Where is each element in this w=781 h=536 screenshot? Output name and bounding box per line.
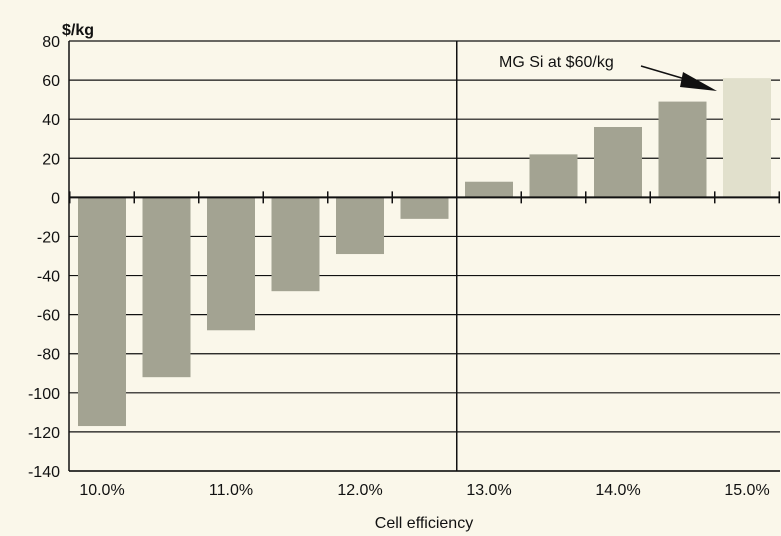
- y-tick-label: -60: [37, 308, 60, 325]
- bar: [594, 127, 642, 198]
- bar: [723, 78, 771, 198]
- annotation-arrow-head: [680, 72, 717, 91]
- annotation: MG Si at $60/kg: [499, 54, 717, 91]
- y-axis-label: $/kg: [62, 22, 94, 39]
- y-tick-label: 0: [51, 190, 60, 207]
- x-tick-label: 15.0%: [724, 482, 769, 499]
- x-tick-label: 13.0%: [466, 482, 511, 499]
- y-tick-label: -20: [37, 229, 60, 246]
- bar: [78, 197, 126, 427]
- y-tick-label: -140: [28, 464, 60, 481]
- bar: [465, 181, 513, 198]
- bar: [658, 101, 707, 198]
- x-tick-labels: 10.0% 11.0% 12.0% 13.0% 14.0% 15.0%: [79, 482, 769, 499]
- axes: [68, 41, 780, 472]
- x-tick-label: 12.0%: [337, 482, 382, 499]
- y-tick-label: 80: [42, 34, 60, 51]
- bars: [78, 78, 771, 427]
- bar: [529, 154, 578, 198]
- bar: [271, 197, 320, 292]
- y-tick-labels: -140 -120 -100 -80 -60 -40 -20 0 20 40 60 80: [28, 34, 60, 481]
- y-tick-label: -80: [37, 347, 60, 364]
- y-tick-label: 20: [42, 151, 60, 168]
- bar: [142, 197, 191, 378]
- annotation-arrow-line: [640, 65, 686, 80]
- x-tick-label: 10.0%: [79, 482, 124, 499]
- x-tick-label: 14.0%: [595, 482, 640, 499]
- y-tick-label: -100: [28, 386, 60, 403]
- annotation-text: MG Si at $60/kg: [499, 54, 614, 71]
- y-tick-label: -120: [28, 425, 60, 442]
- y-tick-label: 40: [42, 112, 60, 129]
- bar: [400, 197, 449, 219]
- y-tick-label: -40: [37, 269, 60, 286]
- x-tick-label: 11.0%: [209, 482, 253, 499]
- bar: [336, 197, 384, 255]
- bar: [207, 197, 255, 331]
- y-tick-label: 60: [42, 73, 60, 90]
- x-axis-label: Cell efficiency: [375, 515, 473, 532]
